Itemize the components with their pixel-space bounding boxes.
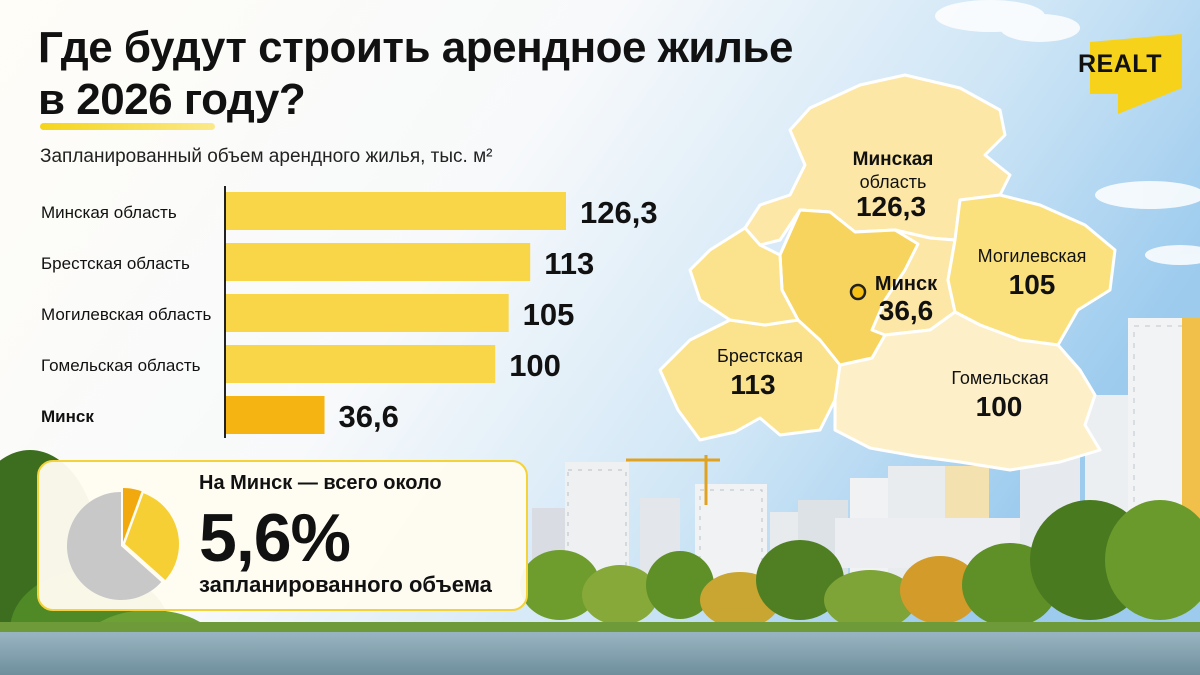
map-label-gomel-name: Гомельская (951, 368, 1048, 388)
bar-category-label: Могилевская область (41, 305, 212, 324)
callout-value: 5,6% (199, 500, 351, 576)
map-label-minsk-name: Минск (875, 273, 938, 295)
bar (226, 396, 325, 434)
map-label-minsk-value: 36,6 (879, 295, 934, 326)
map-label-minskaya-line1: Минская (853, 149, 934, 170)
bar (226, 192, 566, 230)
pie-slice-minsk (123, 488, 142, 542)
map-label-minskaya-value: 126,3 (856, 191, 926, 222)
realt-logo-text: REALT (1078, 50, 1162, 78)
page-title: Где будут строить арендное жилье в 2026 … (38, 22, 798, 126)
callout-tail: запланированного объема (199, 572, 492, 597)
bar-value-label: 113 (544, 246, 594, 281)
map-label-brest-name: Брестская (717, 346, 803, 366)
map-region-mogilev (946, 193, 1117, 347)
map-region-gomel (833, 310, 1102, 472)
page-title-line1: Где будут строить арендное жилье (38, 23, 793, 72)
bar (226, 243, 531, 281)
bar-value-label: 36,6 (339, 399, 399, 434)
map-label-mogilev-value: 105 (1009, 269, 1056, 300)
pie-slice-rest (67, 492, 162, 600)
page-title-line2: в 2026 году? (38, 75, 306, 124)
clouds (935, 0, 1200, 265)
map-label-brest-value: 113 (730, 369, 775, 400)
chart-subtitle: Запланированный объем арендного жилья, т… (40, 146, 493, 167)
map-label-gomel-value: 100 (976, 391, 1023, 422)
bar-value-label: 105 (523, 297, 575, 332)
title-underline (40, 123, 215, 130)
map-label-minskaya-line2: область (860, 172, 927, 192)
map-region-west (688, 226, 800, 327)
share-pie-chart (67, 488, 179, 600)
callout-lead: На Минск — всего около (199, 472, 442, 494)
bar (226, 345, 496, 383)
bar-category-label: Минск (41, 407, 94, 426)
share-callout-card: На Минск — всего около 5,6% запланирован… (37, 460, 528, 611)
bar-category-label: Минская область (41, 203, 177, 222)
bar-category-label: Гомельская область (41, 356, 201, 375)
river (0, 630, 1200, 675)
minsk-marker-icon (849, 283, 867, 301)
pie-slice-regions (125, 493, 179, 580)
map-label-mogilev-name: Могилевская (978, 246, 1087, 266)
bar-category-label: Брестская область (41, 254, 190, 273)
bar-value-label: 126,3 (580, 195, 658, 230)
realt-logo (1090, 34, 1182, 114)
bar (226, 294, 509, 332)
bar-value-label: 100 (509, 348, 561, 383)
